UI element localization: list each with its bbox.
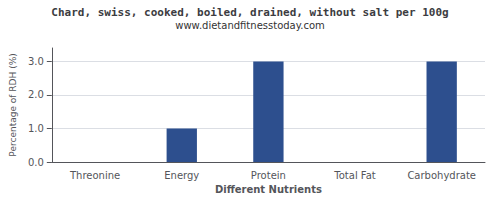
svg-text:www.dietandfitnesstoday.com: www.dietandfitnesstoday.com xyxy=(175,20,324,31)
svg-text:Threonine: Threonine xyxy=(69,170,120,181)
svg-text:Chard, swiss, cooked, boiled,: Chard, swiss, cooked, boiled, drained, w… xyxy=(51,6,448,19)
svg-text:Protein: Protein xyxy=(251,170,286,181)
svg-text:3.0: 3.0 xyxy=(28,56,44,67)
svg-text:0.0: 0.0 xyxy=(28,157,44,168)
svg-text:Different Nutrients: Different Nutrients xyxy=(215,184,322,195)
svg-text:Carbohydrate: Carbohydrate xyxy=(407,170,476,181)
svg-text:2.0: 2.0 xyxy=(28,89,44,100)
svg-text:1.0: 1.0 xyxy=(28,123,44,134)
svg-text:Energy: Energy xyxy=(164,170,199,181)
svg-text:Percentage of RDH (%): Percentage of RDH (%) xyxy=(8,53,18,156)
svg-text:Total Fat: Total Fat xyxy=(333,170,375,181)
